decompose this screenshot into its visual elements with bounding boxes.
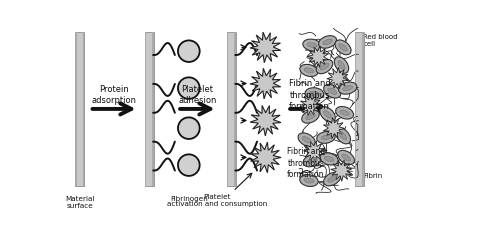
Bar [145, 32, 154, 186]
Ellipse shape [324, 172, 341, 186]
Circle shape [178, 77, 200, 99]
Ellipse shape [318, 36, 336, 48]
Ellipse shape [306, 114, 315, 120]
Bar [152, 32, 154, 186]
Text: Fibrin and
thrombus
formation: Fibrin and thrombus formation [289, 80, 331, 111]
Ellipse shape [300, 64, 318, 77]
Ellipse shape [324, 156, 334, 161]
Polygon shape [250, 32, 280, 63]
Ellipse shape [342, 154, 350, 161]
Polygon shape [250, 68, 280, 99]
Polygon shape [304, 141, 325, 162]
Polygon shape [324, 117, 344, 139]
Text: Red blood
cell: Red blood cell [363, 34, 398, 47]
Ellipse shape [307, 158, 317, 163]
Ellipse shape [334, 57, 348, 73]
Ellipse shape [328, 176, 337, 182]
Ellipse shape [316, 59, 333, 74]
Text: Platelet
activation and consumption: Platelet activation and consumption [168, 194, 268, 207]
Ellipse shape [304, 178, 314, 183]
Ellipse shape [324, 84, 341, 98]
Polygon shape [250, 142, 281, 173]
Bar [82, 32, 84, 186]
Ellipse shape [335, 40, 351, 55]
Ellipse shape [307, 43, 317, 48]
Ellipse shape [338, 150, 354, 165]
Ellipse shape [320, 107, 336, 122]
Ellipse shape [302, 136, 311, 143]
Ellipse shape [317, 132, 335, 143]
Ellipse shape [336, 106, 353, 119]
Text: Fibrin: Fibrin [363, 173, 382, 179]
Ellipse shape [338, 82, 357, 94]
Polygon shape [308, 46, 328, 67]
Bar [76, 32, 84, 186]
Polygon shape [327, 67, 348, 89]
Bar [362, 32, 364, 186]
Ellipse shape [338, 61, 345, 69]
Ellipse shape [342, 86, 352, 91]
Circle shape [178, 154, 200, 176]
Polygon shape [250, 106, 281, 136]
Text: Fibrin and
thrombus
formation: Fibrin and thrombus formation [287, 147, 326, 179]
Ellipse shape [298, 133, 315, 146]
Ellipse shape [305, 88, 324, 99]
Bar [145, 32, 146, 186]
Ellipse shape [320, 63, 329, 70]
Polygon shape [330, 160, 352, 181]
Ellipse shape [321, 135, 331, 140]
Ellipse shape [336, 128, 350, 144]
Ellipse shape [310, 91, 320, 96]
Text: Material
surface: Material surface [65, 196, 94, 209]
Text: Fibrinogen: Fibrinogen [170, 196, 207, 202]
Polygon shape [300, 94, 322, 116]
Ellipse shape [300, 175, 318, 186]
Ellipse shape [324, 110, 332, 118]
Ellipse shape [340, 110, 349, 116]
Ellipse shape [303, 39, 322, 51]
Text: Platelet
adhesion: Platelet adhesion [178, 85, 216, 105]
Bar [355, 32, 356, 186]
Bar [227, 32, 235, 186]
Ellipse shape [340, 132, 347, 140]
Ellipse shape [302, 110, 320, 123]
Ellipse shape [320, 153, 338, 165]
Bar [227, 32, 228, 186]
Bar [355, 32, 364, 186]
Ellipse shape [303, 154, 321, 167]
Text: Protein
adsorption: Protein adsorption [92, 85, 136, 105]
Ellipse shape [339, 44, 347, 51]
Ellipse shape [322, 39, 332, 45]
Ellipse shape [328, 88, 337, 95]
Circle shape [178, 40, 200, 62]
Bar [234, 32, 236, 186]
Ellipse shape [304, 68, 314, 73]
Circle shape [178, 117, 200, 139]
